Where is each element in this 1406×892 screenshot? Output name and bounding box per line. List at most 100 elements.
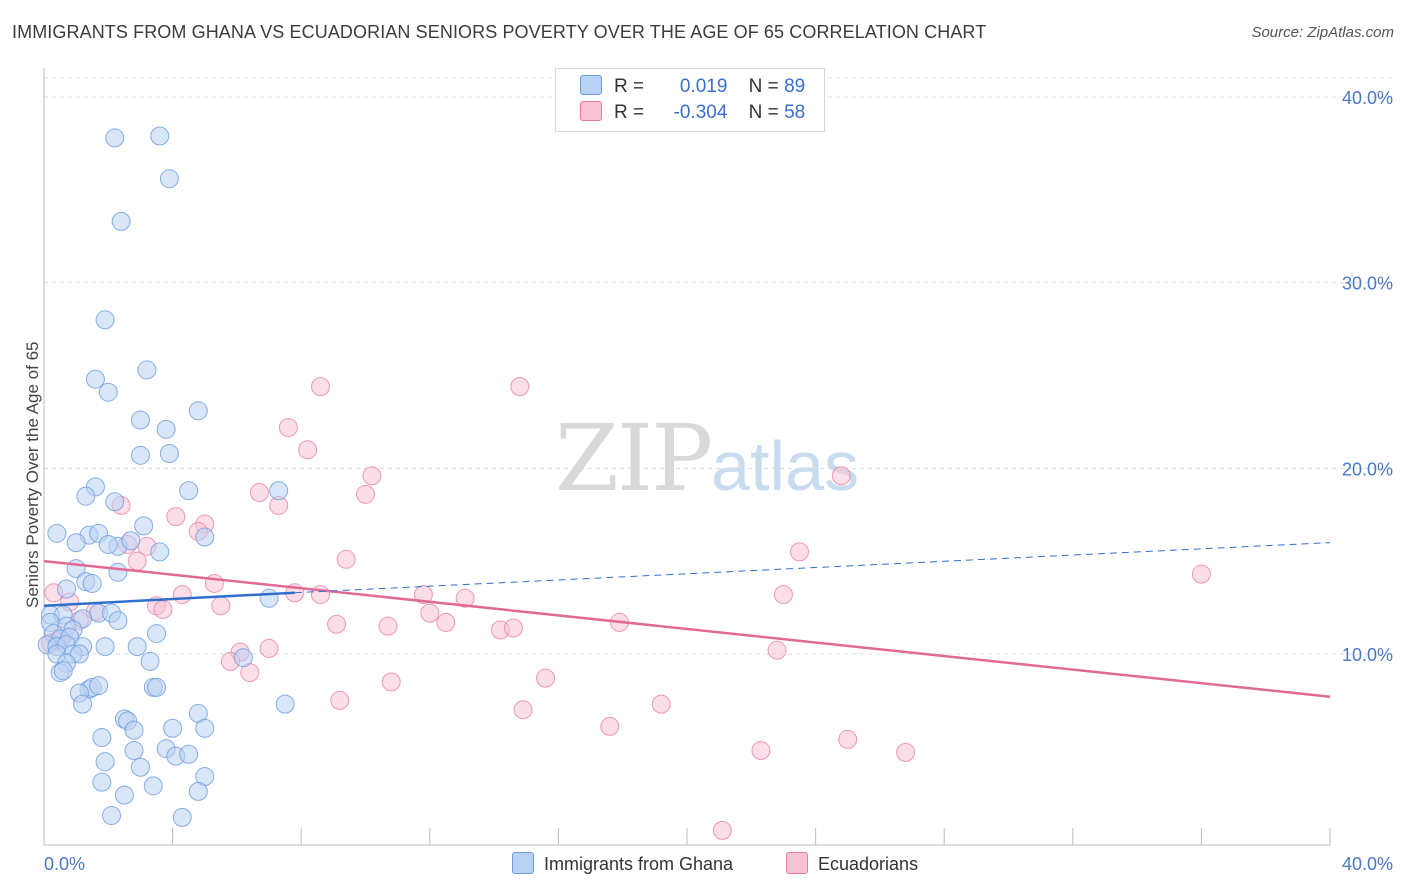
point-ghana [85,369,105,389]
point-ghana [137,360,157,380]
legend-r-label: R = [614,102,645,123]
point-ecuadorians [455,588,475,608]
watermark-atlas: atlas [711,427,860,505]
point-ghana [105,128,125,148]
point-ghana [147,624,167,644]
point-ecuadorians [204,573,224,593]
point-ghana [188,401,208,421]
trend-extension-ghana [294,542,1331,594]
point-ecuadorians [278,417,298,437]
point-ghana [150,126,170,146]
point-ghana [114,785,134,805]
legend-n-label: N = [748,76,779,97]
point-ghana [57,579,77,599]
point-ecuadorians [310,377,330,397]
chart-title: IMMIGRANTS FROM GHANA VS ECUADORIAN SENI… [12,22,987,42]
point-ghana [53,661,73,681]
point-ghana [134,516,154,536]
point-ghana [92,772,112,792]
point-ghana [156,419,176,439]
correlation-legend: R = 0.019 N = 89 R = -0.304 N = 58 [555,68,825,132]
point-ecuadorians [712,820,732,840]
legend-r-value: 0.019 [679,76,728,97]
tick-labels: 10.0% 20.0% 30.0% 40.0% 0.0% 40.0% [44,88,1393,874]
point-ecuadorians [298,440,318,460]
point-ecuadorians [1191,564,1211,584]
bottom-legend-swatch-ghana [512,852,534,874]
point-ecuadorians [127,551,147,571]
point-ghana [105,492,125,512]
point-ghana [159,443,179,463]
point-ecuadorians [336,549,356,569]
point-ghana [102,806,122,826]
point-ecuadorians [153,599,173,619]
point-ecuadorians [362,466,382,486]
y-tick-label: 30.0% [1342,274,1393,294]
point-ghana [98,534,118,554]
point-ghana [76,486,96,506]
legend-row-ghana: R = 0.019 N = 89 [580,75,805,99]
point-ecuadorians [172,585,192,605]
point-ghana [66,533,86,553]
point-ecuadorians [751,741,771,761]
point-ghana [172,807,192,827]
watermark-zip: ZIP [555,405,713,512]
point-ghana [98,382,118,402]
point-ghana [95,310,115,330]
y-tick-label: 20.0% [1342,459,1393,479]
point-ghana [179,481,199,501]
bottom-legend-label-ghana: Immigrants from Ghana [544,854,734,874]
legend-row-ecuadorians: R = -0.304 N = 58 [580,101,805,125]
bottom-legend-ecuadorians: Ecuadorians [786,852,918,875]
point-ecuadorians [413,585,433,605]
point-ecuadorians [896,742,916,762]
legend-n-label: N = [748,102,779,123]
y-tick-label: 10.0% [1342,645,1393,665]
point-ecuadorians [790,542,810,562]
point-ghana [195,718,215,738]
grid-lines [44,77,1392,655]
point-ghana [108,611,128,631]
point-ghana [147,677,167,697]
point-ecuadorians [767,640,787,660]
bottom-legend-label-ecuadorians: Ecuadorians [818,854,919,874]
point-ghana [47,523,67,543]
point-ghana [124,720,144,740]
point-ghana [82,573,102,593]
point-ghana [92,728,112,748]
point-ecuadorians [166,507,186,527]
point-ghana [163,718,183,738]
point-ghana [121,531,141,551]
point-ecuadorians [259,638,279,658]
point-ecuadorians [838,729,858,749]
point-ecuadorians [211,596,231,616]
y-tick-label: 40.0% [1342,88,1393,108]
point-ghana [111,211,131,231]
point-ghana [95,637,115,657]
point-ecuadorians [249,482,269,502]
point-ecuadorians [513,700,533,720]
trend-lines [43,542,1331,698]
series-ecuadorians [40,377,1211,840]
legend-swatch-ecuadorians [580,101,602,121]
bottom-legend-swatch-ecuadorians [786,852,808,874]
point-ecuadorians [503,618,523,638]
point-ecuadorians [651,694,671,714]
point-ghana [143,776,163,796]
point-ghana [89,676,109,696]
point-ecuadorians [420,603,440,623]
legend-swatch-ghana [580,75,602,95]
point-ghana [150,542,170,562]
legend-r-value: -0.304 [673,102,728,123]
trend-line-ecuadorians [43,559,1331,698]
bottom-legend-ghana: Immigrants from Ghana [512,852,733,875]
point-ecuadorians [330,690,350,710]
point-ghana [127,637,147,657]
series-ghana [37,126,295,827]
point-ecuadorians [773,585,793,605]
point-ecuadorians [381,672,401,692]
point-ecuadorians [510,377,530,397]
legend-n-value: 58 [784,102,806,123]
point-ecuadorians [436,612,456,632]
